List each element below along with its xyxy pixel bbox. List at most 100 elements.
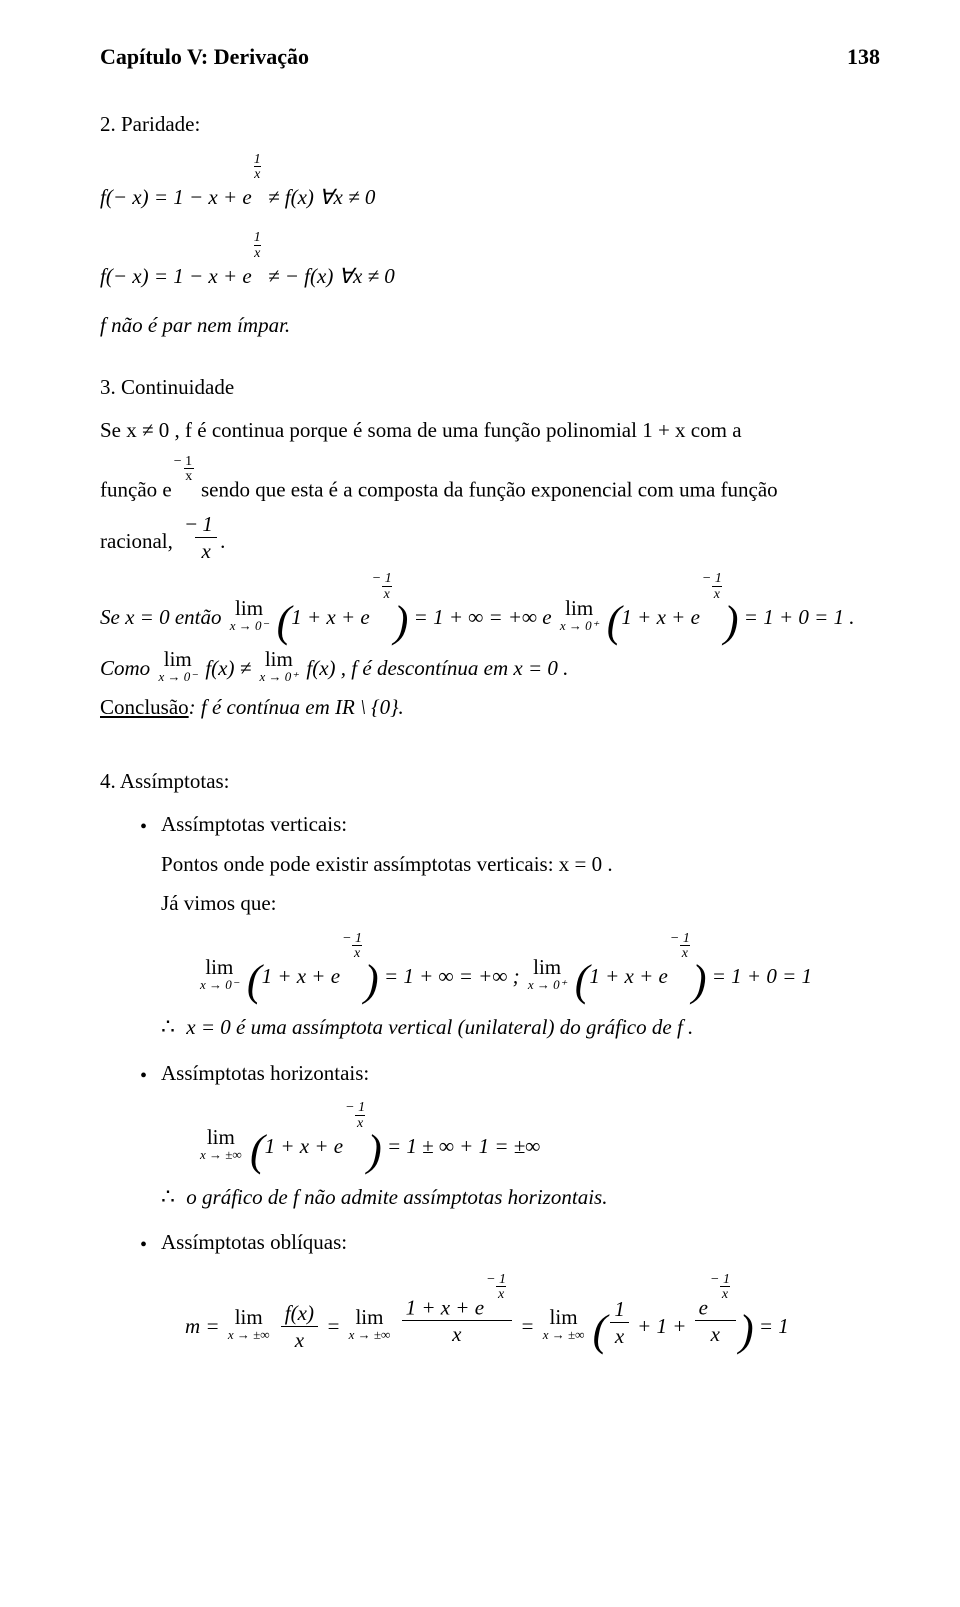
eq-parity-1: f(− x) = 1 − x + e1x ≠ f(x) ∀x ≠ 0	[100, 153, 880, 214]
cont-discont: Como limx → 0⁻ f(x) ≠ limx → 0⁺ f(x) , f…	[100, 649, 880, 685]
text: x	[382, 586, 392, 601]
lim: lim	[230, 598, 269, 619]
text: =	[326, 1314, 345, 1338]
text: 1 + x + e	[589, 964, 667, 988]
frac-den: x	[281, 1326, 318, 1351]
frac-den: x	[254, 245, 261, 260]
text: 1	[723, 1272, 730, 1287]
text: e	[699, 1295, 708, 1319]
text: Como	[100, 656, 155, 680]
lim: lim	[560, 598, 599, 619]
text: x	[496, 1286, 506, 1301]
lim-to: x → 0⁻	[200, 978, 239, 991]
text: 1	[715, 571, 722, 586]
text: sendo que esta é a composta da função ex…	[196, 477, 778, 501]
limit-x0minus-2: limx → 0⁻	[158, 649, 197, 683]
lim: lim	[200, 1127, 242, 1148]
lim-to: x → 0⁻	[230, 619, 269, 632]
limit-xpm-2: limx → ±∞	[228, 1307, 270, 1341]
lim: lim	[349, 1307, 391, 1328]
cont-limit-eq: Se x = 0 então limx → 0⁻ (1 + x + e− 1x)…	[100, 572, 880, 638]
text: x = 0 é uma assímptota vertical (unilate…	[181, 1015, 693, 1039]
lim-to: x → ±∞	[200, 1148, 242, 1161]
frac-num: f(x)	[281, 1302, 318, 1326]
cont-conclusion: Conclusão: f é contínua em IR \ {0}.	[100, 692, 880, 724]
text: x	[355, 1115, 365, 1130]
text: : f é contínua em IR \ {0}.	[189, 695, 404, 719]
lim-to: x → ±∞	[228, 1328, 270, 1341]
cont-para-1a: Se x ≠ 0 , f é continua porque é soma de…	[100, 415, 880, 447]
text: Já vimos que:	[161, 888, 880, 920]
eq-parity-2: f(− x) = 1 − x + e1x ≠ − f(x) ∀x ≠ 0	[100, 231, 880, 292]
lim-to: x → 0⁺	[528, 978, 567, 991]
lim-to: x → 0⁺	[560, 619, 599, 632]
limit-x0plus-2: limx → 0⁺	[260, 649, 299, 683]
text: 1	[499, 1272, 506, 1287]
lim-to: x → ±∞	[543, 1328, 585, 1341]
text: 1 + x + e	[291, 605, 369, 629]
text: x	[352, 945, 362, 960]
section-2-paridade: 2. Paridade:	[100, 109, 880, 141]
text: função e	[100, 477, 172, 501]
text: = 1 + 0 = 1	[712, 964, 812, 988]
text: .	[220, 529, 225, 553]
bullet-title: Assímptotas verticais:	[161, 809, 880, 841]
limit-xpm-4: limx → ±∞	[543, 1307, 585, 1341]
section-2-label: 2. Paridade:	[100, 112, 200, 136]
frac-den: x	[610, 1322, 629, 1347]
text: = 1	[759, 1314, 789, 1338]
limit-xpm-1: limx → ±∞	[200, 1127, 242, 1161]
limit-xpm-3: limx → ±∞	[349, 1307, 391, 1341]
text: f não é par nem ímpar.	[100, 313, 290, 337]
bullet-title: Assímptotas horizontais:	[161, 1058, 880, 1090]
vertical-asym-eq: limx → 0⁻ (1 + x + e− 1x) = 1 + ∞ = +∞ ;…	[197, 932, 880, 998]
lim: lim	[543, 1307, 585, 1328]
text: x	[720, 1286, 730, 1301]
cont-para-1c: racional, − 1x.	[100, 513, 880, 562]
bullet-vertical-asymptotes: Assímptotas verticais: Pontos onde pode …	[140, 809, 880, 1051]
text: = 1 + 0 = 1 .	[744, 605, 855, 629]
lim: lim	[228, 1307, 270, 1328]
limit-x0plus-3: limx → 0⁺	[528, 957, 567, 991]
text: o gráfico de f não admite assímptotas ho…	[181, 1185, 607, 1209]
text: Se x = 0 então	[100, 605, 227, 629]
page-number: 138	[847, 40, 880, 73]
text: =	[520, 1314, 539, 1338]
horizontal-asym-conclusion: ∴ o gráfico de f não admite assímptotas …	[161, 1180, 880, 1214]
frac-den: x	[402, 1320, 512, 1345]
limit-x0minus: limx → 0⁻	[230, 598, 269, 632]
text: −	[174, 454, 185, 469]
frac-den: x	[254, 166, 261, 181]
text: m =	[185, 1314, 225, 1338]
oblique-asym-eq: m = limx → ±∞ f(x)x = limx → ±∞ 1 + x + …	[185, 1273, 880, 1351]
page-header: Capítulo V: Derivação 138	[100, 40, 880, 73]
cont-para-1b: função e− 1x sendo que esta é a composta…	[100, 455, 880, 506]
text: f(x) ≠	[205, 656, 256, 680]
frac-num: 1	[254, 153, 261, 166]
section-3-label: 3. Continuidade	[100, 375, 234, 399]
text: (− x) = 1 − x + e	[106, 185, 252, 209]
frac-num: 1	[610, 1298, 629, 1322]
section-4-label: 4. Assímptotas:	[100, 769, 230, 793]
text: racional,	[100, 529, 178, 553]
frac-den: x	[184, 468, 194, 483]
bullet-title: Assímptotas oblíquas:	[161, 1227, 880, 1259]
text: x	[201, 539, 210, 563]
frac-den: x	[695, 1320, 736, 1345]
vertical-asym-conclusion: ∴ x = 0 é uma assímptota vertical (unila…	[161, 1010, 880, 1044]
parity-conclusion: f não é par nem ímpar.	[100, 310, 880, 342]
text: 1	[683, 931, 690, 946]
text: 1	[355, 931, 362, 946]
text: ≠ f(x) ∀x ≠ 0	[263, 185, 376, 209]
text: = 1 ± ∞ + 1 = ±∞	[387, 1134, 540, 1158]
text-underline: Conclusão	[100, 695, 189, 719]
text: 1 + x + e	[262, 964, 340, 988]
lim-to: x → 0⁻	[158, 670, 197, 683]
text: = 1 + ∞ = +∞ ;	[384, 964, 525, 988]
horizontal-asym-eq: limx → ±∞ (1 + x + e− 1x) = 1 ± ∞ + 1 = …	[197, 1101, 880, 1167]
bullet-horizontal-asymptotes: Assímptotas horizontais: limx → ±∞ (1 + …	[140, 1058, 880, 1221]
text: 1 + x + e	[265, 1134, 343, 1158]
text: ≠ − f(x) ∀x ≠ 0	[263, 264, 395, 288]
lim: lim	[528, 957, 567, 978]
lim: lim	[158, 649, 197, 670]
